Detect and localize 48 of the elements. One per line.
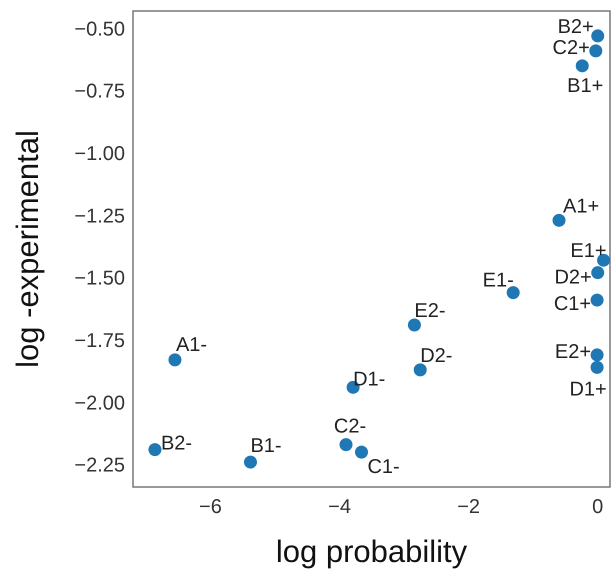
point [506,286,520,300]
y-tick-label: −0.75 [74,80,125,103]
point [576,59,589,72]
point [168,353,182,366]
annotation: D2+ [554,266,592,289]
point [591,266,604,280]
y-axis-title: log -experimental [10,130,45,368]
y-tick-label: −1.00 [74,143,125,166]
annotation: A1+ [563,195,600,218]
annotation: C2- [334,416,366,438]
y-tick-label: −2.25 [74,454,125,477]
annotation: D1+ [569,378,607,400]
annotation: C2+ [552,36,590,59]
point [590,294,604,307]
point [552,214,566,227]
annotation: B2- [160,432,192,455]
x-tick-label: −6 [199,496,222,518]
point [244,456,257,469]
x-tick-label: 0 [592,496,604,518]
annotation: B2+ [558,16,594,38]
point [148,443,162,456]
annotation: D1- [353,368,386,390]
annotation: D2- [420,344,452,367]
y-tick-label: −2.00 [74,392,125,414]
x-tick-label: −4 [328,496,351,518]
point [590,348,604,362]
annotation: E1- [482,270,514,292]
point [354,446,368,459]
point [340,438,353,452]
y-tick-label: −1.25 [74,205,125,228]
annotation: C1- [367,456,400,478]
y-tick-label: −1.50 [74,268,125,290]
annotation: B1+ [567,74,604,97]
annotation: C1+ [554,293,592,316]
point [414,363,427,376]
x-axis-title: log probability [276,534,468,569]
y-tick-label: −1.75 [74,330,125,352]
point [589,44,602,58]
annotation: A1- [176,334,208,356]
annotation: E1+ [570,240,607,262]
annotation: B1- [250,435,282,458]
point [590,360,604,374]
annotation: E2- [414,300,446,322]
x-tick-label: −2 [457,496,480,518]
point [591,29,604,42]
annotation: E2+ [554,340,592,363]
y-tick-label: −0.50 [74,18,125,40]
point [408,318,421,332]
